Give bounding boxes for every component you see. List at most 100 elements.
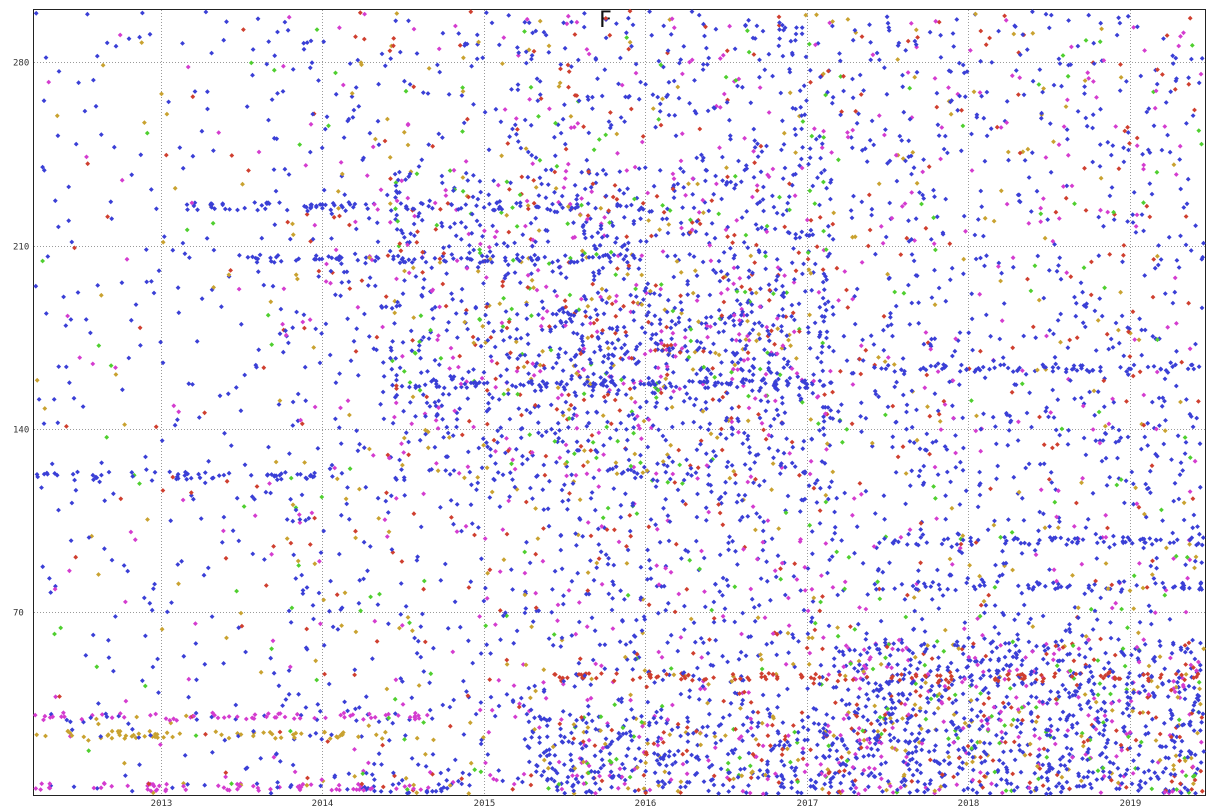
data-point (1059, 83, 1064, 89)
data-point (503, 610, 508, 616)
data-point (286, 14, 292, 20)
data-point (301, 312, 307, 318)
data-point (1110, 345, 1116, 350)
data-point (589, 615, 595, 621)
data-point (1198, 667, 1203, 673)
data-point (1070, 725, 1075, 730)
data-point (700, 724, 706, 730)
data-point (490, 395, 495, 401)
data-point (411, 511, 417, 517)
data-point (236, 286, 242, 292)
data-point (500, 283, 505, 289)
data-point (272, 53, 278, 59)
data-point (794, 25, 799, 30)
data-point (1125, 124, 1130, 130)
data-point (1056, 647, 1062, 652)
data-point (668, 777, 674, 783)
data-point (312, 404, 318, 410)
data-point (493, 384, 499, 390)
data-point (622, 766, 627, 771)
data-point (355, 304, 361, 310)
data-point (906, 218, 911, 224)
data-point (809, 529, 815, 534)
data-point (974, 114, 980, 120)
data-point (325, 739, 331, 744)
data-point (183, 713, 189, 719)
data-point (828, 408, 834, 413)
data-point (1039, 774, 1045, 780)
data-point (573, 531, 578, 536)
data-point (720, 52, 726, 58)
data-point (1067, 651, 1073, 657)
data-point (1197, 662, 1203, 668)
data-point (776, 43, 782, 49)
data-point (869, 212, 874, 218)
data-point (1041, 461, 1047, 467)
data-point (602, 215, 607, 220)
data-point (1163, 766, 1169, 771)
data-point (932, 788, 938, 794)
data-point (1182, 451, 1188, 456)
data-point (598, 714, 604, 720)
data-point (685, 739, 691, 744)
data-point (961, 644, 967, 649)
data-point (996, 260, 1002, 266)
data-point (1088, 669, 1094, 675)
data-point (1015, 491, 1021, 496)
data-point (1139, 327, 1144, 333)
data-point (910, 750, 915, 756)
data-point (648, 576, 654, 581)
data-point (515, 82, 521, 87)
data-point (934, 214, 940, 220)
data-point (665, 48, 671, 53)
data-point (1006, 157, 1011, 163)
data-point (836, 649, 842, 654)
data-point (376, 719, 382, 725)
data-point (54, 113, 60, 119)
data-point (324, 261, 329, 267)
data-point (241, 504, 247, 509)
data-point (639, 713, 644, 719)
data-point (506, 319, 512, 325)
data-point (905, 592, 910, 598)
data-point (506, 498, 512, 504)
data-point (68, 538, 74, 543)
data-point (164, 111, 170, 117)
data-point (724, 165, 729, 171)
data-point (1159, 403, 1165, 409)
data-point (1054, 784, 1059, 789)
data-point (41, 98, 47, 104)
data-point (767, 287, 773, 293)
data-point (1056, 515, 1062, 521)
data-point (724, 100, 730, 105)
data-point (947, 241, 953, 247)
data-point (130, 726, 135, 732)
data-point (1142, 327, 1148, 333)
data-point (728, 700, 734, 706)
data-point (795, 779, 801, 785)
data-point (703, 24, 708, 30)
data-point (999, 729, 1004, 735)
data-point (1152, 770, 1158, 776)
data-point (781, 130, 787, 136)
data-point (1114, 786, 1119, 792)
data-point (758, 652, 763, 657)
data-point (324, 114, 330, 120)
data-point (1125, 434, 1131, 440)
data-point (307, 65, 313, 71)
data-point (1055, 643, 1061, 648)
data-point (763, 253, 768, 259)
data-point (556, 264, 562, 270)
data-point (565, 161, 571, 167)
data-point (784, 362, 790, 367)
data-point (537, 18, 543, 24)
data-point (842, 586, 847, 592)
data-point (1160, 682, 1166, 687)
data-point (337, 25, 342, 31)
data-point (1029, 718, 1035, 724)
data-point (521, 771, 527, 777)
data-point (429, 716, 435, 721)
data-point (602, 642, 608, 648)
data-point (1173, 553, 1179, 559)
data-point (616, 539, 622, 545)
